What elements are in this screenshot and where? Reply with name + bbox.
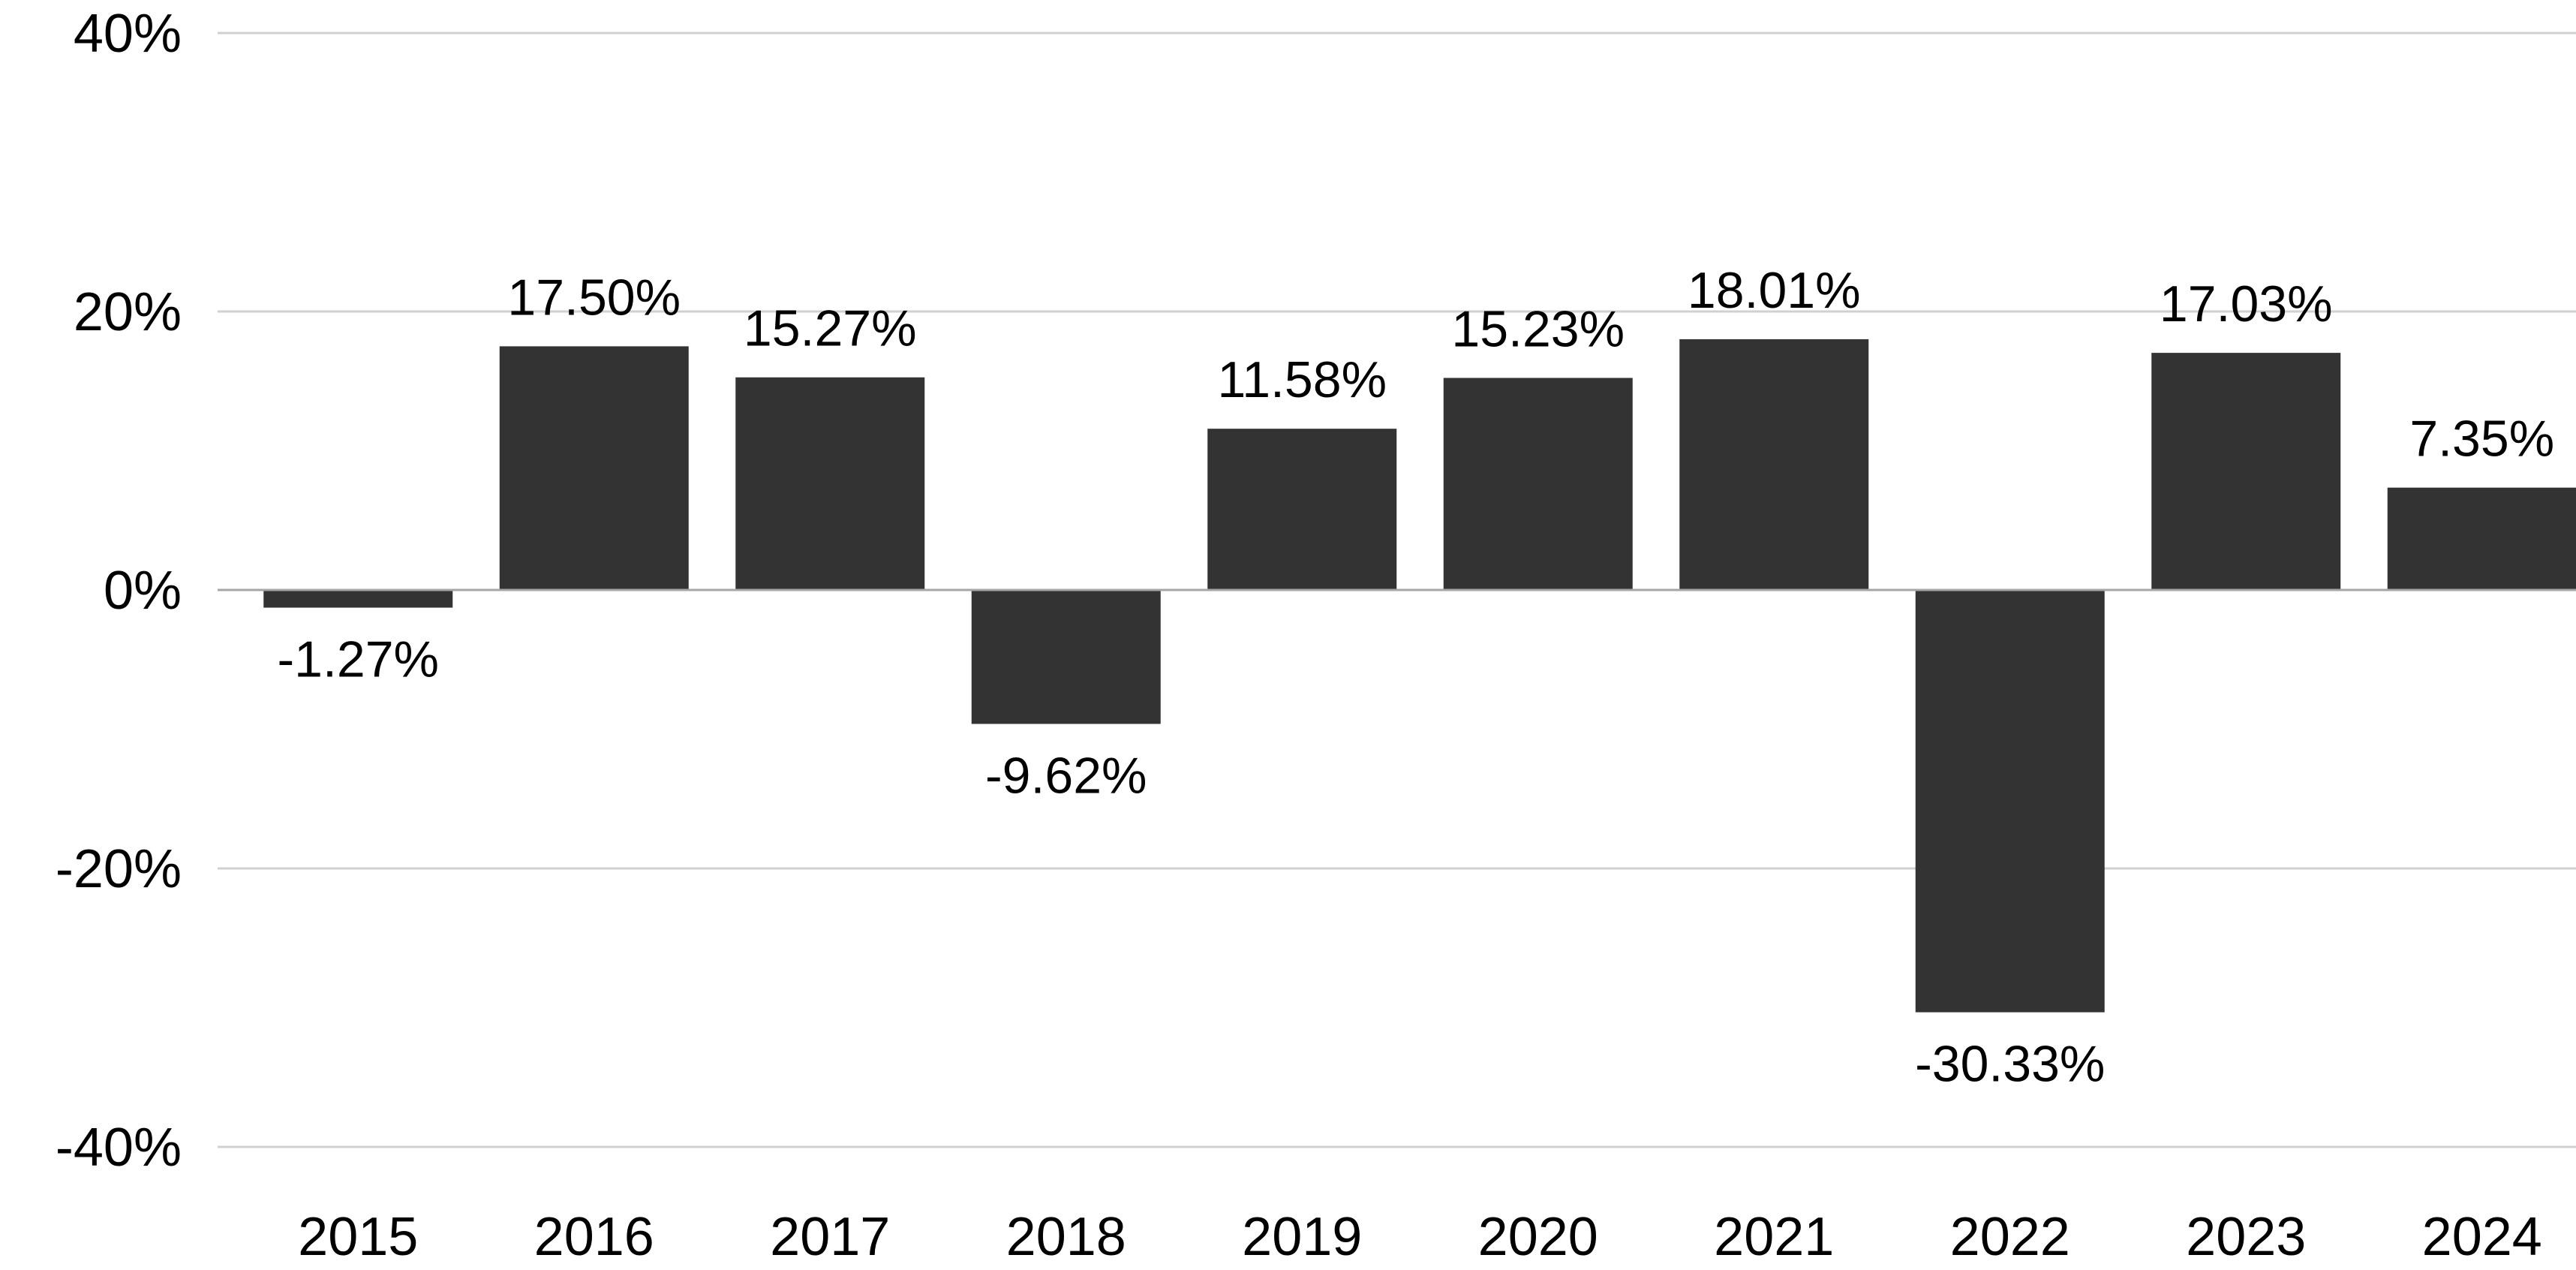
- data-label: -30.33%: [1915, 1036, 2105, 1093]
- data-label: 15.23%: [1451, 300, 1625, 357]
- y-tick-label: -40%: [56, 1118, 182, 1178]
- y-axis-ticks: 40% 20% 0% -20% -40%: [56, 4, 182, 1178]
- x-tick-label: 2024: [2422, 1207, 2542, 1267]
- bars: [263, 339, 2576, 1013]
- bar-2022: [1915, 590, 2105, 1013]
- x-tick-label: 2023: [2186, 1207, 2306, 1267]
- bar-2016: [499, 346, 689, 590]
- bar-2021: [1679, 339, 1869, 590]
- bar-2015: [263, 590, 453, 608]
- data-label: -9.62%: [985, 747, 1147, 804]
- x-tick-label: 2021: [1714, 1207, 1834, 1267]
- bar-2017: [735, 377, 925, 590]
- data-labels: -1.27% 17.50% 15.27% -9.62% 11.58% 15.23% 18.0…: [278, 262, 2555, 1093]
- data-label: 11.58%: [1217, 351, 1387, 408]
- bar-2023: [2151, 353, 2341, 590]
- y-tick-label: 0%: [104, 561, 182, 621]
- data-label: 17.50%: [507, 269, 681, 326]
- data-label: 15.27%: [744, 300, 917, 357]
- y-tick-label: 40%: [74, 4, 182, 64]
- data-label: 7.35%: [2409, 411, 2554, 468]
- gridlines: [218, 32, 2576, 1148]
- bar-2018: [971, 590, 1161, 724]
- bar-2019: [1207, 429, 1397, 590]
- x-tick-label: 2017: [770, 1207, 890, 1267]
- x-tick-label: 2022: [1950, 1207, 2070, 1267]
- data-label: 18.01%: [1688, 262, 1861, 319]
- x-tick-label: 2016: [534, 1207, 654, 1267]
- y-tick-label: 20%: [74, 282, 182, 342]
- data-label: 17.03%: [2160, 275, 2333, 333]
- bar-2020: [1443, 378, 1633, 590]
- x-tick-label: 2018: [1006, 1207, 1126, 1267]
- x-axis-ticks: 2015 2016 2017 2018 2019 2020 2021 2022 2023 2024: [298, 1207, 2542, 1267]
- bar-2024: [2387, 487, 2576, 590]
- x-tick-label: 2020: [1478, 1207, 1598, 1267]
- x-tick-label: 2019: [1242, 1207, 1362, 1267]
- x-tick-label: 2015: [298, 1207, 418, 1267]
- y-tick-label: -20%: [56, 839, 182, 899]
- data-label: -1.27%: [278, 631, 439, 688]
